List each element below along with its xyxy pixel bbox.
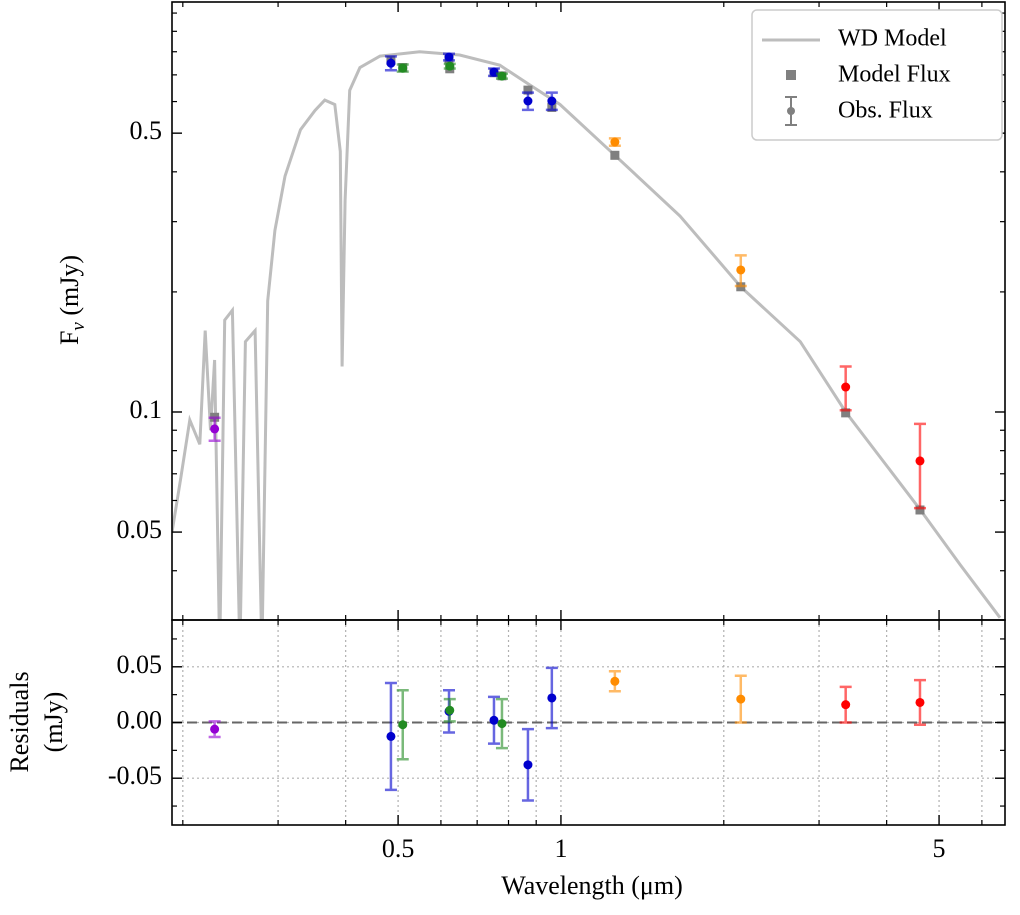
legend-dot-swatch (787, 107, 795, 115)
y-tick-label: 0.00 (117, 705, 163, 734)
obs-flux (736, 265, 746, 275)
model-flux (841, 408, 851, 418)
obs-flux (523, 96, 533, 106)
x-tick-label: 5 (933, 834, 946, 863)
obs-flux (610, 137, 620, 147)
residual-point (523, 760, 533, 770)
y-tick-label: 0.05 (117, 650, 163, 679)
y-axis-label: Fν (mJy) (55, 255, 89, 345)
y-tick-label: 0.05 (117, 515, 163, 544)
y-label-unit: (mJy) (55, 255, 84, 322)
legend-square-swatch (786, 70, 796, 80)
model-flux (610, 150, 620, 160)
plot-layer: 0.05 0.1 0.5 0.5 1 5 -0.05 0.00 0.05 (108, 2, 1005, 863)
obs-flux (547, 96, 557, 106)
legend-label: Model Flux (838, 62, 951, 88)
model-flux (915, 505, 925, 515)
x-axis-label: Wavelength (μm) (501, 871, 683, 900)
obs-flux (489, 67, 499, 77)
residual-point (841, 700, 851, 710)
obs-flux (398, 63, 408, 73)
obs-flux (444, 52, 454, 62)
legend-box (751, 9, 1003, 141)
y-tick-label: -0.05 (108, 761, 162, 790)
residual-point (210, 724, 220, 734)
obs-flux (386, 58, 396, 68)
legend-label: Obs. Flux (838, 98, 933, 124)
bottom-frame (171, 619, 1006, 826)
residual-point (915, 697, 925, 707)
x-tick-label: 1 (554, 834, 567, 863)
residual-point (489, 715, 499, 725)
obs-flux (915, 456, 925, 466)
obs-flux (497, 71, 507, 81)
residual-point (445, 705, 455, 715)
x-tick-label: 0.5 (382, 834, 415, 863)
residual-point (610, 676, 620, 686)
residual-point (547, 693, 557, 703)
top-plot (172, 50, 1002, 620)
obs-flux (210, 424, 220, 434)
obs-flux (841, 382, 851, 392)
legend: WD Model Model Flux Obs. Flux (751, 9, 1003, 141)
model-flux (523, 85, 533, 95)
y-label-f: F (55, 331, 84, 345)
bottom-plot (172, 620, 1005, 825)
model-curve (172, 50, 1002, 620)
residual-label: Residuals (5, 671, 34, 772)
flux-errorbar (913, 422, 926, 510)
obs-flux (445, 61, 455, 71)
y-tick-label: 0.1 (130, 395, 163, 424)
residual-point (398, 720, 408, 730)
residual-unit: (mJy) (39, 692, 68, 753)
residual-point (386, 731, 396, 741)
legend-label: WD Model (838, 26, 947, 52)
y-tick-label: 0.5 (130, 116, 163, 145)
y-label-sub: ν (68, 322, 89, 331)
residual-point (736, 694, 746, 704)
residual-point (497, 719, 507, 729)
